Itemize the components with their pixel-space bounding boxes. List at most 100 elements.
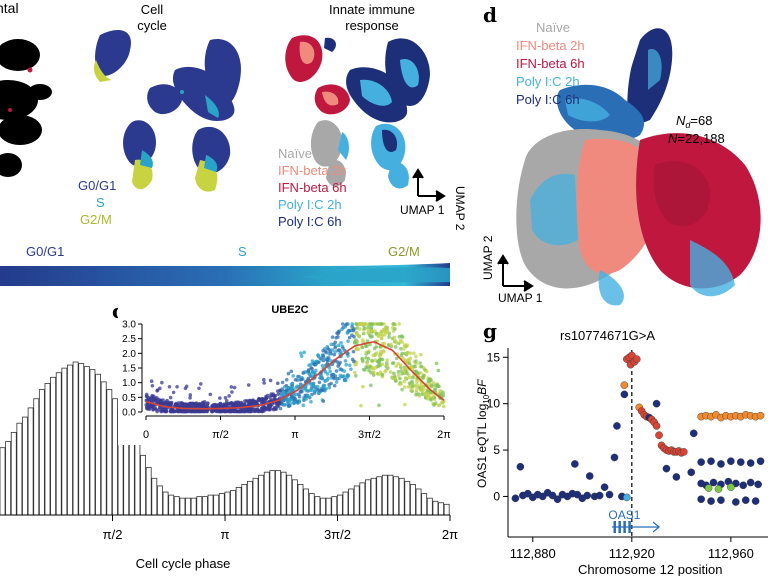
ube2c-point: [362, 331, 366, 336]
ube2c-point: [399, 382, 403, 386]
ube2c-point: [367, 368, 371, 373]
ube2c-y-tick-label: 2.0: [122, 349, 136, 360]
eqtl-snp-point: [623, 493, 631, 502]
eqtl-snp-point: [600, 483, 609, 491]
ube2c-point: [157, 401, 162, 405]
ube2c-point: [310, 392, 314, 397]
eqtl-snp-point: [717, 460, 725, 468]
ube2c-point: [328, 349, 332, 354]
gene-exon: [623, 521, 626, 533]
eqtl-snp-point: [511, 494, 520, 503]
ube2c-point: [396, 361, 401, 366]
eqtl-snp-point: [680, 448, 688, 456]
ube2c-point: [437, 403, 441, 408]
umap-all-cells: [0, 39, 52, 177]
ube2c-point: [436, 368, 441, 373]
panel-g-letter: g: [483, 319, 497, 343]
n-value: =22,188: [677, 131, 724, 146]
histogram-bar: [10, 431, 17, 516]
ube2c-point: [422, 387, 426, 392]
ube2c-point: [151, 408, 155, 412]
title-immune-line2: response: [345, 18, 398, 33]
ube2c-trend-line: [145, 341, 445, 410]
eqtl-snp-point: [732, 498, 740, 506]
ube2c-point: [351, 328, 356, 333]
histogram-bar: [308, 493, 315, 516]
ube2c-point: [379, 351, 384, 355]
ube2c-point: [289, 394, 294, 399]
ube2c-point: [244, 408, 249, 413]
phase-bar: G0/G1 S G2/M: [0, 244, 450, 286]
ube2c-point: [383, 369, 387, 374]
ube2c-point: [368, 333, 372, 338]
eqtl-snp-point: [704, 484, 713, 492]
ube2c-point: [232, 385, 237, 390]
ube2c-point: [353, 374, 358, 378]
ube2c-point: [419, 364, 424, 369]
ube2c-point: [268, 403, 272, 408]
ube2c-point: [185, 409, 189, 414]
panel-d-umap-arrows: [497, 254, 534, 292]
ube2c-point: [148, 402, 152, 407]
nd-symbol: N: [676, 113, 686, 128]
ube2c-point: [347, 335, 352, 340]
ube2c-point: [388, 370, 393, 374]
eqtl-snp-point: [697, 458, 705, 466]
ube2c-point: [184, 384, 189, 389]
histogram-bar: [438, 502, 444, 516]
ube2c-point: [344, 363, 349, 367]
ube2c-point: [229, 401, 234, 406]
ube2c-point: [370, 322, 374, 326]
ube2c-point: [407, 375, 412, 380]
ube2c-point: [363, 344, 368, 349]
ube2c-point: [342, 369, 347, 373]
ube2c-point: [400, 335, 405, 339]
ube2c-point: [175, 384, 179, 389]
ube2c-point: [407, 361, 412, 366]
ube2c-point: [274, 407, 278, 412]
eqtl-snp-point: [652, 422, 661, 430]
ube2c-point: [179, 401, 184, 405]
ube2c-point: [429, 397, 433, 402]
ube2c-point: [298, 382, 303, 386]
ube2c-point: [380, 357, 385, 362]
ube2c-point: [352, 359, 356, 364]
ube2c-point: [150, 383, 155, 388]
ube2c-point: [319, 376, 323, 380]
eqtl-snp-point: [687, 468, 696, 477]
ube2c-point: [358, 327, 362, 331]
ube2c-point: [385, 358, 389, 363]
ube2c-point: [265, 393, 270, 398]
histogram-x-tick-label: π: [221, 527, 230, 542]
ube2c-point: [228, 409, 232, 414]
eqtl-snp-point: [610, 453, 619, 462]
title-immune-line1: Innate immune: [329, 2, 415, 17]
histogram-bar: [151, 477, 158, 516]
d-umap-axis-2: UMAP 2: [481, 235, 495, 280]
ube2c-point: [350, 322, 355, 326]
histogram-bar: [291, 479, 298, 516]
ube2c-point: [304, 397, 308, 401]
histogram-bar: [443, 503, 450, 516]
cond-legend-ifn6: IFN-beta 6h: [278, 180, 347, 195]
phase-legend-g2m: G2/M: [80, 212, 112, 227]
histogram-bar: [365, 479, 371, 516]
ube2c-point: [380, 362, 385, 366]
ube2c-point: [340, 327, 344, 332]
ube2c-point: [376, 334, 381, 338]
eqtl-y-tick-label: 0: [493, 489, 500, 503]
ube2c-point: [329, 381, 333, 386]
eqtl-snp-point: [662, 464, 671, 473]
umap-axis-1-label: UMAP 1: [400, 203, 445, 217]
ube2c-point: [399, 353, 404, 358]
eqtl-snp-point: [714, 485, 723, 493]
histogram-bar: [387, 474, 394, 516]
eqtl-xlabel: Chromosome 12 position: [578, 562, 723, 576]
ube2c-point: [403, 376, 408, 380]
ube2c-point: [343, 359, 348, 363]
eqtl-snp-point: [655, 431, 663, 440]
histogram-bar: [246, 480, 253, 516]
ube2c-point: [299, 354, 304, 358]
ube2c-point: [328, 358, 333, 363]
ube2c-point: [400, 340, 404, 344]
